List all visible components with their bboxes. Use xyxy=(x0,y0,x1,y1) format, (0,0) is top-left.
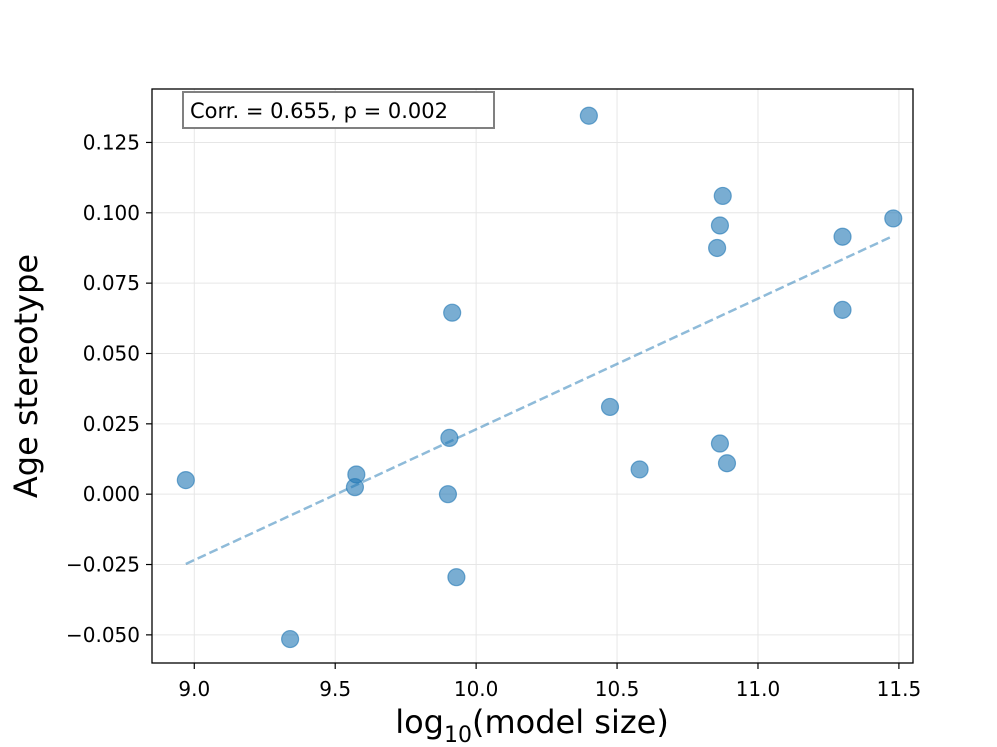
ticks-layer: 9.0 9.5 10.0 10.5 11.0 11.5 −0.050 −0.025 0.000 0… xyxy=(66,130,921,701)
y-tick-label: 0.025 xyxy=(83,412,140,436)
scatter-point xyxy=(833,227,852,246)
plot-frame xyxy=(151,88,914,664)
x-tick-label: 10.0 xyxy=(454,677,499,701)
y-tick-label: 0.050 xyxy=(83,341,140,365)
scatter-point xyxy=(717,454,737,473)
scatter-point xyxy=(710,434,730,453)
scatter-point xyxy=(176,471,195,490)
x-tick-label: 10.5 xyxy=(595,677,640,701)
scatter-point xyxy=(833,300,852,319)
scatter-point xyxy=(440,428,459,448)
y-tick-label: 0.000 xyxy=(83,482,140,506)
correlation-annotation: Corr. = 0.655, p = 0.002 xyxy=(182,91,495,129)
x-tick-label: 11.0 xyxy=(736,677,781,701)
scatter-point xyxy=(630,460,649,479)
scatter-point xyxy=(443,303,462,322)
annotation-box xyxy=(182,91,495,129)
y-tick-label: −0.050 xyxy=(66,623,140,647)
y-axis-label: Age stereotype xyxy=(7,254,45,498)
y-tick-label: −0.025 xyxy=(66,553,140,577)
scatter-point xyxy=(600,397,620,417)
x-tick-label: 9.5 xyxy=(319,677,351,701)
x-axis-label-subscript: 10 xyxy=(444,723,472,747)
x-axis-label: log10(model size) xyxy=(395,703,669,747)
scatter-point xyxy=(713,186,732,206)
x-tick-label: 9.0 xyxy=(178,677,210,701)
x-tick-label: 11.5 xyxy=(877,677,922,701)
scatter-point xyxy=(347,465,366,484)
y-tick-label: 0.075 xyxy=(83,271,140,295)
x-axis-label-rest: (model size) xyxy=(472,703,669,741)
y-tick-label: 0.100 xyxy=(83,201,140,225)
x-axis-label-base: log xyxy=(395,703,444,741)
y-tick-label: 0.125 xyxy=(83,130,140,154)
scatter-point xyxy=(579,106,598,125)
scatter-point xyxy=(438,485,458,504)
points-layer xyxy=(176,106,903,649)
scatter-point xyxy=(708,238,727,258)
scatter-point xyxy=(281,629,300,649)
annotation-text: Corr. = 0.655, p = 0.002 xyxy=(190,99,448,123)
scatter-point xyxy=(447,568,466,587)
scatter-point xyxy=(710,216,730,235)
scatter-point xyxy=(884,209,903,228)
grid xyxy=(152,89,913,663)
